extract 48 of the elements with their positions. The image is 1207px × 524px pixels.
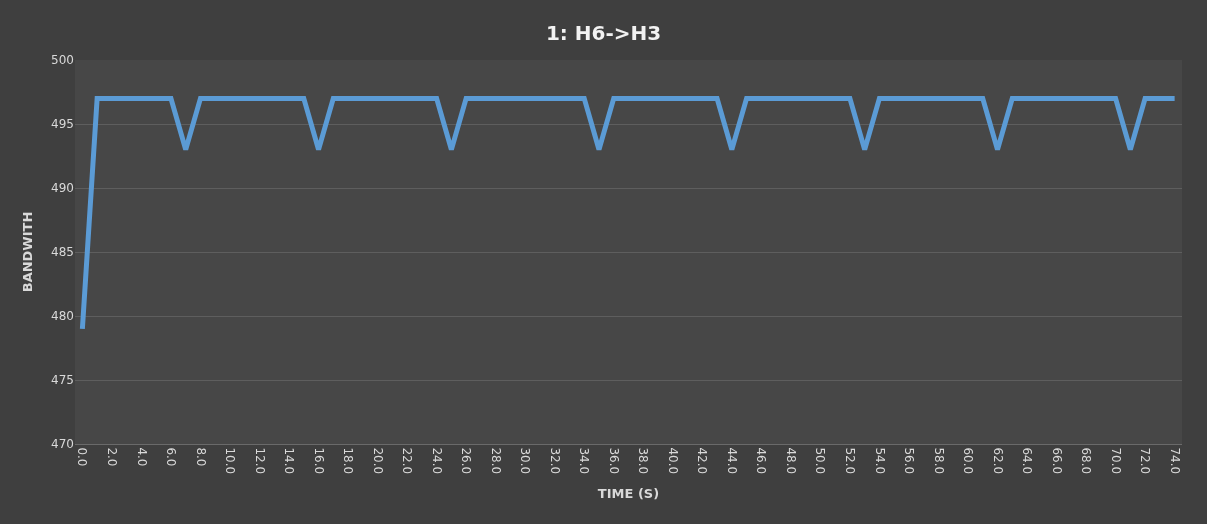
chart-title: 1: H6->H3 bbox=[545, 21, 662, 46]
x-axis-title: TIME (S) bbox=[597, 485, 660, 501]
x-tick-label: 36.0 bbox=[606, 447, 621, 475]
y-tick-label: 500 bbox=[51, 53, 74, 68]
y-axis-title: BANDWITH bbox=[20, 211, 36, 293]
x-tick-label: 50.0 bbox=[813, 447, 828, 475]
x-tick-label: 30.0 bbox=[518, 447, 533, 475]
x-tick-label: 48.0 bbox=[783, 447, 798, 475]
x-tick-label: 2.0 bbox=[105, 447, 119, 467]
x-tick-label: 8.0 bbox=[193, 447, 208, 467]
x-tick-label: 28.0 bbox=[488, 447, 503, 475]
x-tick-label: 12.0 bbox=[252, 447, 267, 475]
x-tick-label: 72.0 bbox=[1138, 447, 1153, 475]
y-tick-label: 495 bbox=[51, 117, 74, 132]
x-tick-label: 46.0 bbox=[754, 447, 769, 475]
x-tick-label: 34.0 bbox=[577, 447, 592, 475]
y-tick-label: 475 bbox=[51, 373, 74, 388]
x-tick-label: 60.0 bbox=[961, 447, 976, 475]
y-tick-label: 485 bbox=[51, 245, 74, 260]
y-tick-label: 470 bbox=[51, 437, 74, 452]
y-tick-label: 490 bbox=[51, 181, 74, 196]
x-tick-label: 0.0 bbox=[75, 447, 90, 467]
x-tick-label: 22.0 bbox=[400, 447, 415, 475]
x-tick-label: 42.0 bbox=[695, 447, 710, 475]
x-tick-label: 58.0 bbox=[931, 447, 946, 475]
x-tick-label: 56.0 bbox=[902, 447, 917, 475]
x-tick-label: 32.0 bbox=[547, 447, 562, 475]
x-tick-label: 64.0 bbox=[1020, 447, 1035, 475]
x-tick-label: 70.0 bbox=[1108, 447, 1123, 475]
x-tick-label: 74.0 bbox=[1167, 447, 1182, 475]
x-tick-label: 18.0 bbox=[341, 447, 356, 475]
x-tick-label: 14.0 bbox=[282, 447, 297, 475]
x-tick-label: 26.0 bbox=[459, 447, 474, 475]
x-tick-label: 68.0 bbox=[1079, 447, 1094, 475]
x-tick-label: 16.0 bbox=[311, 447, 326, 475]
x-tick-label: 4.0 bbox=[134, 447, 149, 467]
x-tick-label: 6.0 bbox=[164, 447, 179, 467]
x-tick-label: 38.0 bbox=[636, 447, 651, 475]
y-tick-label: 480 bbox=[51, 309, 74, 324]
x-tick-label: 10.0 bbox=[223, 447, 238, 475]
x-tick-label: 44.0 bbox=[724, 447, 739, 475]
x-tick-label: 20.0 bbox=[370, 447, 385, 475]
x-tick-label: 62.0 bbox=[990, 447, 1005, 475]
x-tick-label: 40.0 bbox=[665, 447, 680, 475]
x-tick-label: 24.0 bbox=[429, 447, 444, 475]
x-tick-label: 66.0 bbox=[1049, 447, 1064, 475]
x-tick-label: 52.0 bbox=[843, 447, 857, 475]
x-tick-label: 54.0 bbox=[872, 447, 887, 475]
